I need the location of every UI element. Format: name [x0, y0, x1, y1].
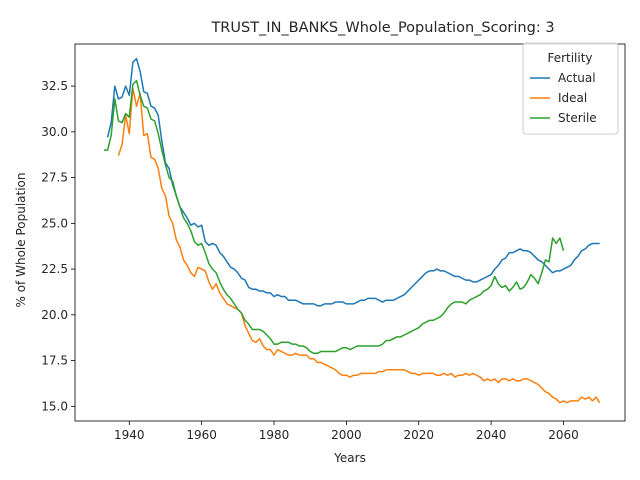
y-tick-label: 17.5 — [41, 354, 68, 368]
plot-area — [74, 43, 626, 422]
x-tick-label: 1960 — [186, 428, 217, 442]
y-tick-label: 20.0 — [41, 308, 68, 322]
y-axis-label: % of Whole Population — [14, 173, 28, 308]
y-tick-label: 22.5 — [41, 262, 68, 276]
legend-label-sterile: Sterile — [558, 111, 597, 125]
x-axis: 1940 1960 1980 2000 2020 2040 2060 — [114, 421, 579, 442]
series-line-ideal — [117, 87, 601, 404]
legend-label-actual: Actual — [558, 71, 596, 85]
y-axis: 15.0 17.5 20.0 22.5 25.0 27.5 30.0 32.5 — [41, 79, 75, 413]
y-tick-label: 30.0 — [41, 125, 68, 139]
plot-frame — [74, 43, 626, 422]
x-tick-label: 2000 — [331, 428, 362, 442]
x-tick-label: 2020 — [403, 428, 434, 442]
y-tick-label: 15.0 — [41, 399, 68, 413]
legend-label-ideal: Ideal — [558, 91, 587, 105]
series-line-actual — [106, 57, 600, 307]
x-tick-label: 2060 — [548, 428, 579, 442]
x-axis-label: Years — [333, 451, 366, 465]
legend-title: Fertility — [547, 51, 592, 65]
y-tick-label: 32.5 — [41, 79, 68, 93]
legend: Fertility Actual Ideal Sterile — [522, 42, 619, 135]
x-tick-label: 1980 — [259, 428, 290, 442]
x-tick-label: 2040 — [476, 428, 507, 442]
y-tick-label: 27.5 — [41, 171, 68, 185]
series-layer — [103, 57, 601, 404]
chart-title: TRUST_IN_BANKS_Whole_Population_Scoring:… — [210, 20, 554, 36]
x-tick-label: 1940 — [114, 428, 145, 442]
series-line-sterile — [103, 79, 565, 355]
y-tick-label: 25.0 — [41, 216, 68, 230]
legend-box — [522, 42, 619, 135]
